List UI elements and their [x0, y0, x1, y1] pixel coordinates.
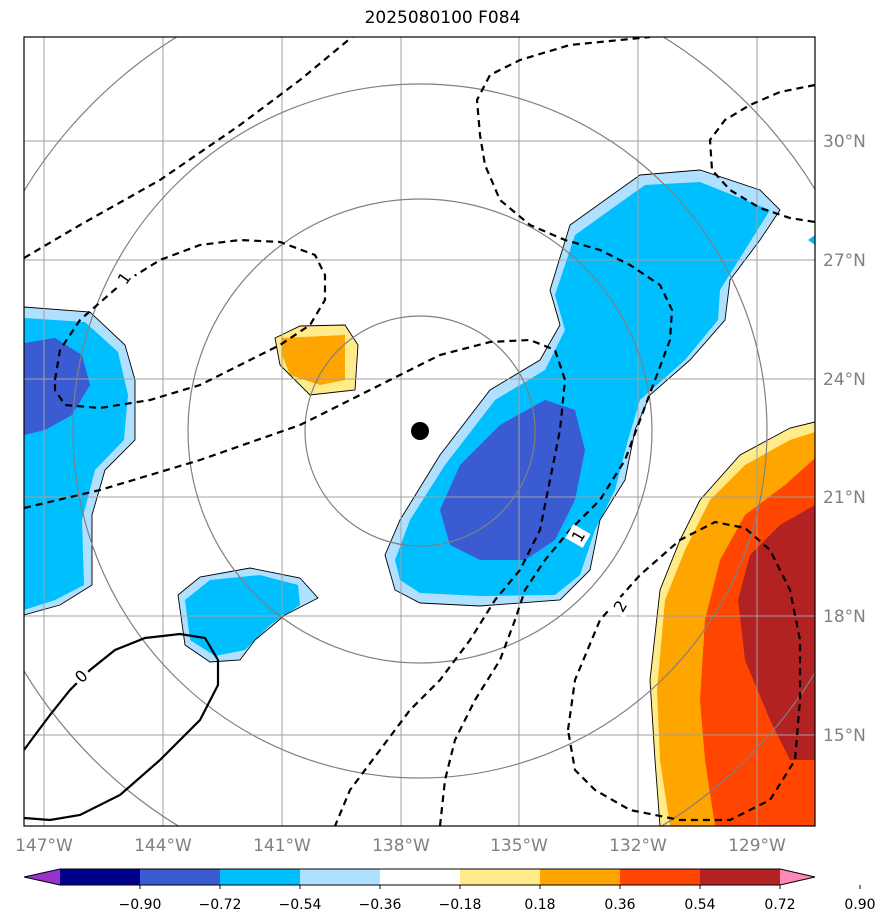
- colorbar-ticks: −0.90 −0.72 −0.54 −0.36 −0.18 0.18 0.36 0.54 0.7…: [119, 885, 876, 913]
- colorbar-segment: [140, 869, 221, 885]
- lon-label: 141°W: [253, 836, 311, 856]
- lon-label: 135°W: [490, 836, 548, 856]
- colorbar-tick-label: 0.36: [604, 897, 635, 913]
- shade-band-dark: [440, 400, 585, 560]
- shade-edge-sliver: [808, 235, 815, 245]
- colorbar-outline: [23, 868, 816, 886]
- lon-label: 138°W: [372, 836, 430, 856]
- lat-labels: 30°N 27°N 24°N 21°N 18°N 15°N: [823, 132, 866, 746]
- colorbar-extend-low: [24, 869, 60, 885]
- lat-label: 24°N: [823, 370, 866, 390]
- colorbar-tick-label: −0.90: [119, 897, 162, 913]
- colorbar-tick-label: 0.72: [764, 897, 795, 913]
- solid-contour-zero: [24, 632, 220, 822]
- colorbar-tick-label: 0.90: [844, 897, 875, 913]
- lon-label: 144°W: [134, 836, 192, 856]
- dashed-contours: [24, 37, 815, 826]
- colorbar-tick-label: −0.54: [279, 897, 322, 913]
- lat-label: 30°N: [823, 132, 866, 152]
- contour-labels: 1 1 2 0: [68, 265, 633, 689]
- center-marker: [411, 422, 429, 440]
- lat-label: 18°N: [823, 607, 866, 627]
- lon-label: 147°W: [15, 836, 73, 856]
- shading-layer: [24, 170, 815, 826]
- range-rings: [24, 37, 815, 826]
- colorbar-segment: [540, 869, 621, 885]
- lon-label: 132°W: [609, 836, 667, 856]
- colorbar-segment: [620, 869, 701, 885]
- lon-label: 129°W: [728, 836, 786, 856]
- colorbar-segments: [24, 869, 815, 885]
- colorbar: −0.90 −0.72 −0.54 −0.36 −0.18 0.18 0.36 0.54 0.7…: [23, 868, 876, 913]
- map-title: 2025080100 F084: [364, 8, 521, 28]
- lon-labels: 147°W 144°W 141°W 138°W 135°W 132°W 129°…: [15, 836, 786, 856]
- colorbar-tick-label: 0.54: [684, 897, 715, 913]
- colorbar-extend-high: [780, 869, 815, 885]
- lat-label: 21°N: [823, 488, 866, 508]
- lat-label: 27°N: [823, 251, 866, 271]
- colorbar-tick-label: −0.18: [439, 897, 482, 913]
- colorbar-segment: [460, 869, 541, 885]
- colorbar-segment: [700, 869, 781, 885]
- map-frame: [23, 36, 816, 827]
- colorbar-tick-label: 0.18: [524, 897, 555, 913]
- colorbar-segment: [60, 869, 141, 885]
- colorbar-tick-label: −0.36: [359, 897, 402, 913]
- colorbar-segment: [380, 869, 461, 885]
- shade-blob-orange: [282, 335, 345, 385]
- colorbar-segment: [220, 869, 301, 885]
- colorbar-tick-label: −0.72: [199, 897, 242, 913]
- colorbar-segment: [300, 869, 381, 885]
- lat-label: 15°N: [823, 726, 866, 746]
